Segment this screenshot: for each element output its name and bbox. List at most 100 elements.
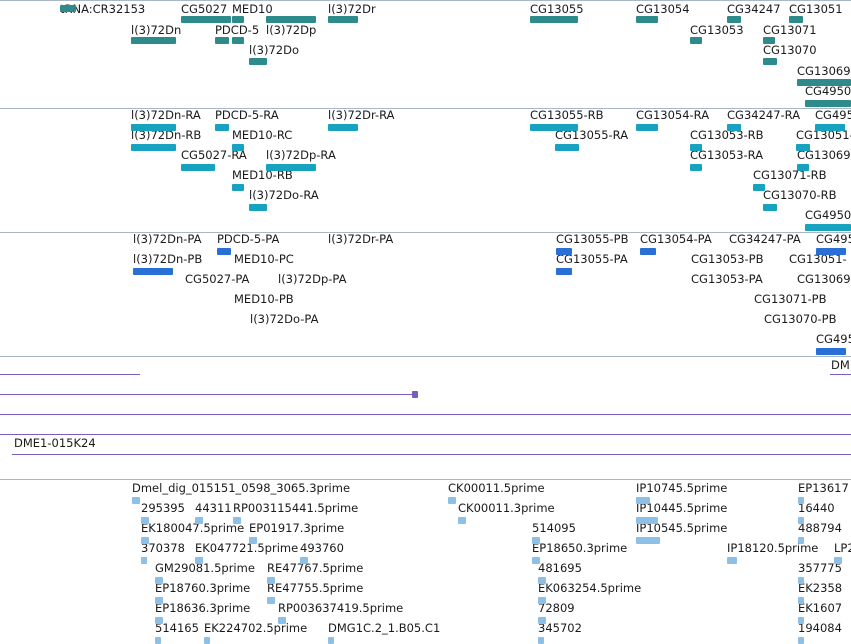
gene-glyph[interactable] [131, 37, 176, 44]
feature-label[interactable]: 481695 [538, 561, 582, 575]
clone-line[interactable] [0, 414, 851, 415]
feature-label[interactable]: MED10-PB [234, 292, 294, 306]
feature-label[interactable]: CG13055-PA [556, 252, 628, 266]
clone-line[interactable] [0, 394, 416, 395]
feature-label[interactable]: MED10-RB [232, 168, 293, 182]
exon-glyph[interactable] [789, 268, 803, 275]
feature-label[interactable]: l(3)72Dr-RA [328, 108, 395, 122]
transcript-glyph[interactable] [636, 124, 658, 131]
transcript-glyph[interactable] [796, 144, 810, 151]
est-glyph[interactable] [278, 617, 286, 624]
gene-glyph[interactable] [60, 5, 76, 12]
feature-label[interactable]: 514165 [155, 621, 199, 635]
protein-glyph[interactable] [556, 268, 572, 275]
feature-label[interactable]: CG13053-PB [691, 252, 764, 266]
transcript-glyph[interactable] [797, 164, 809, 171]
feature-label[interactable]: EP01917.3prime [249, 521, 345, 535]
gene-glyph[interactable] [636, 16, 658, 23]
transcript-glyph[interactable] [131, 144, 176, 151]
feature-label[interactable]: CG13055 [530, 2, 584, 16]
transcript-glyph[interactable] [690, 144, 702, 151]
transcript-glyph[interactable] [727, 124, 741, 131]
feature-label[interactable]: EP18636.3prime [155, 601, 251, 615]
gene-glyph[interactable] [232, 37, 244, 44]
est-glyph[interactable] [532, 557, 540, 564]
est-glyph[interactable] [538, 637, 544, 644]
est-glyph[interactable] [195, 517, 203, 524]
est-glyph[interactable] [834, 557, 842, 564]
transcript-glyph[interactable] [753, 184, 765, 191]
exon-glyph[interactable] [764, 328, 778, 335]
feature-label[interactable]: CG495 [816, 332, 851, 346]
feature-label[interactable]: l(3)72Dp-PA [278, 272, 347, 286]
feature-label[interactable]: CG495 [815, 108, 851, 122]
feature-label[interactable]: l(3)72Dn-RB [131, 128, 202, 142]
est-glyph[interactable] [798, 537, 804, 544]
feature-label[interactable]: 194084 [798, 621, 842, 635]
feature-label[interactable]: CG13055-RB [530, 108, 604, 122]
est-glyph[interactable] [195, 557, 203, 564]
feature-label[interactable]: 493760 [300, 541, 344, 555]
transcript-glyph[interactable] [266, 164, 316, 171]
protein-glyph[interactable] [217, 248, 231, 255]
est-glyph[interactable] [532, 537, 540, 544]
feature-label[interactable]: PDCD-5-RA [215, 108, 279, 122]
feature-label[interactable]: l(3)72Dr [328, 2, 376, 16]
feature-label[interactable]: CG5027 [181, 2, 228, 16]
feature-label[interactable]: CG13071 [763, 23, 817, 37]
feature-label[interactable]: CG13071-PB [754, 292, 827, 306]
est-glyph[interactable] [636, 497, 650, 504]
feature-label[interactable]: CG34247-PA [729, 232, 801, 246]
feature-label[interactable]: 16440 [798, 501, 835, 515]
est-glyph[interactable] [141, 517, 149, 524]
est-glyph[interactable] [636, 537, 660, 544]
feature-label[interactable]: tRNA:CR32153 [60, 2, 146, 16]
feature-label[interactable]: CG13069 [797, 148, 851, 162]
transcript-glyph[interactable] [232, 144, 244, 151]
feature-label[interactable]: l(3)72Do-PA [250, 312, 319, 326]
feature-label[interactable]: CG13070-RB [763, 188, 837, 202]
feature-label[interactable]: l(3)72Dn-RA [131, 108, 201, 122]
feature-label[interactable]: l(3)72Dr-PA [328, 232, 394, 246]
transcript-glyph[interactable] [530, 124, 578, 131]
feature-label[interactable]: EK063254.5prime [538, 581, 642, 595]
feature-label[interactable]: PDCD-5 [215, 23, 260, 37]
feature-label[interactable]: 44311 [195, 501, 232, 515]
feature-label[interactable]: RP003115441.5prime [233, 501, 359, 515]
feature-label[interactable]: EP13617 [798, 481, 849, 495]
est-glyph[interactable] [448, 497, 456, 504]
transcript-glyph[interactable] [181, 164, 215, 171]
exon-glyph[interactable] [729, 248, 743, 255]
feature-label[interactable]: l(3)72Dn-PB [133, 252, 203, 266]
feature-label[interactable]: CG13069 [797, 64, 851, 78]
feature-label[interactable]: IP10545.5prime [636, 521, 728, 535]
feature-label[interactable]: 72809 [538, 601, 575, 615]
feature-label[interactable]: MED10-PC [234, 252, 294, 266]
feature-label[interactable]: CG5027-PA [185, 272, 250, 286]
exon-glyph[interactable] [797, 288, 811, 295]
gene-glyph[interactable] [266, 16, 316, 23]
est-glyph[interactable] [300, 557, 308, 564]
exon-glyph[interactable] [133, 248, 168, 255]
gene-glyph[interactable] [328, 16, 358, 23]
est-glyph[interactable] [155, 597, 163, 604]
transcript-glyph[interactable] [328, 124, 358, 131]
feature-label[interactable]: CG13054 [636, 2, 690, 16]
gene-glyph[interactable] [215, 37, 229, 44]
transcript-glyph[interactable] [763, 204, 777, 211]
clone-line[interactable] [12, 454, 851, 455]
exon-glyph[interactable] [328, 248, 356, 255]
feature-label[interactable]: CG13070-PB [764, 312, 837, 326]
exon-glyph[interactable] [12, 451, 19, 458]
est-glyph[interactable] [267, 577, 275, 584]
est-glyph[interactable] [458, 517, 466, 524]
protein-glyph[interactable] [640, 248, 656, 255]
gene-glyph[interactable] [805, 100, 851, 107]
exon-glyph[interactable] [691, 268, 705, 275]
est-glyph[interactable] [141, 557, 147, 564]
est-glyph[interactable] [233, 517, 241, 524]
feature-label[interactable]: EK047721.5prime [195, 541, 299, 555]
feature-label[interactable]: 345702 [538, 621, 582, 635]
feature-label[interactable]: DM [831, 358, 850, 372]
exon-glyph[interactable] [278, 288, 306, 295]
